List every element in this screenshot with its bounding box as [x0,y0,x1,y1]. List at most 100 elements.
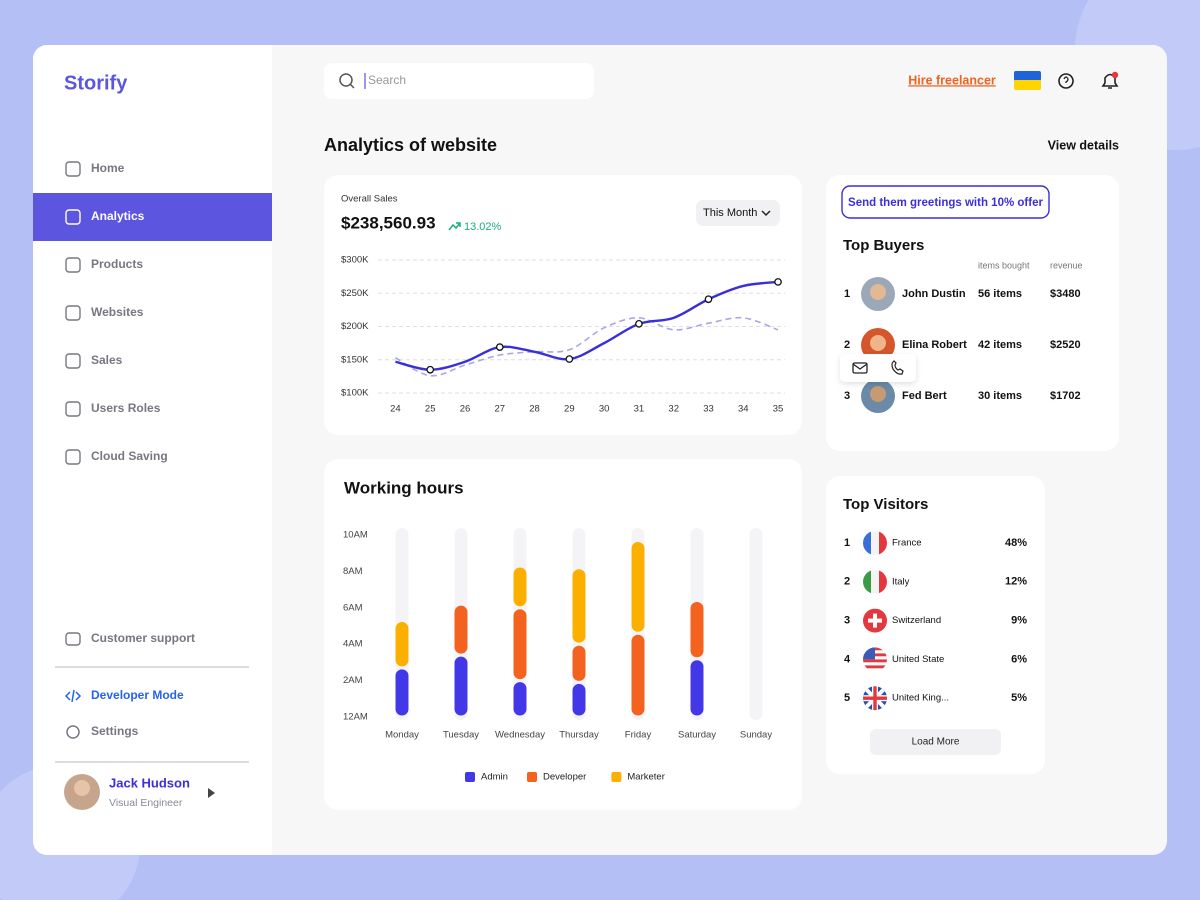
search-box[interactable] [324,63,594,99]
hire-link[interactable]: Hire freelancer [908,73,996,87]
flag [863,569,887,594]
load-more-button[interactable] [870,729,1001,755]
bar-segment [454,605,468,654]
visitors-title: Top Visitors [843,496,928,513]
brand: Storify [64,72,128,94]
mail-icon[interactable] [852,362,868,374]
view-details[interactable]: View details [1048,138,1119,152]
user-menu-arrow[interactable] [208,788,215,798]
legend-swatch [611,772,622,782]
nav-item[interactable]: Sales [91,353,123,367]
visitor-rank: 2 [844,576,850,588]
flag-part [863,569,871,594]
flag-part [863,665,887,669]
buyer-items: 30 items [978,390,1022,402]
flag-part [871,569,879,594]
flag-part [863,668,887,672]
sales-line [395,316,779,377]
legend-label: Developer [543,772,586,783]
bar-segment [690,660,704,716]
x-tick-label: 26 [460,404,471,415]
buyer-revenue: $1702 [1050,390,1081,402]
x-tick-label: 24 [390,404,401,415]
nav-icon [65,305,81,321]
buyers-title: Top Buyers [843,237,924,254]
flag-part [879,531,887,555]
buyer-revenue: $2520 [1050,339,1081,351]
nav-icon [65,161,81,177]
visitor-country: France [892,538,922,549]
nav-item[interactable]: Websites [91,305,144,319]
contact-popup [840,354,916,382]
bar-segment [454,656,468,716]
buyer-avatar-face [870,335,886,351]
y-tick-label: 10AM [343,530,368,541]
flag [863,647,887,672]
y-tick-label: 12AM [343,712,368,723]
flag-part [868,618,882,623]
bar-segment [572,645,586,681]
help-icon[interactable] [1058,73,1074,89]
sales-total: $238,560.93 [341,213,436,232]
bar-segment [395,622,409,667]
bar-segment [631,541,645,632]
x-tick-label: Wednesday [495,730,545,741]
search-icon [339,73,353,87]
visitor-share: 9% [1011,615,1027,627]
nav-icon [65,449,81,465]
line-point [565,355,574,363]
nav-item[interactable]: Users Roles [91,401,161,415]
bar-segment [513,609,527,680]
nav-active-bg [33,193,272,241]
search-placeholder: Search [368,73,406,87]
buyer-name: Fed Bert [902,390,947,402]
buyer-name: John Dustin [902,288,966,300]
help-icon-mark [1063,76,1069,83]
buyer-rank: 1 [844,288,850,300]
legend-swatch [465,772,475,782]
page-title: Analytics of website [324,135,497,155]
x-tick-label: Monday [385,730,419,741]
nav-item[interactable]: Cloud Saving [91,449,168,463]
nav-icon [65,353,81,369]
nav-support[interactable]: Customer support [91,631,195,645]
bell-icon[interactable] [1101,73,1119,89]
search-icon [349,83,355,89]
nav-developer-mode[interactable]: Developer Mode [91,688,184,702]
visitor-rank: 1 [844,537,850,549]
y-tick-label: $200K [341,321,369,332]
x-tick-label: 25 [425,404,436,415]
nav-settings[interactable]: Settings [91,724,139,738]
y-tick-label: 8AM [343,566,363,577]
x-tick-label: Thursday [559,730,599,741]
dropdown-chevron [761,210,771,217]
nav-item[interactable]: Analytics [91,209,145,223]
support-icon [65,632,81,646]
x-tick-label: 29 [564,404,575,415]
buyer-items: 56 items [978,288,1022,300]
nav-icon [65,257,81,273]
visitor-country: Italy [892,576,910,587]
visitor-share: 6% [1011,653,1027,665]
greeting-button-label: Send them greetings with 10% offer [848,197,1043,209]
legend-swatch [527,772,537,782]
period-dropdown[interactable] [696,200,780,226]
legend-label: Admin [481,772,508,783]
legend-label: Marketer [627,772,664,783]
column-header: revenue [1050,260,1083,270]
bar-segment [513,682,527,716]
x-tick-label: 28 [529,404,540,415]
period-label: This Month [703,207,757,219]
buyer-revenue: $3480 [1050,288,1081,300]
flag [863,608,887,633]
greeting-button[interactable] [841,185,1050,219]
trend-icon [448,222,461,231]
flag-part [863,659,887,663]
visitor-share: 12% [1005,576,1027,588]
x-tick-label: 31 [634,404,645,415]
nav-item[interactable]: Home [91,161,125,175]
nav-item[interactable]: Products [91,257,143,271]
phone-icon[interactable] [891,360,904,375]
flag-part [879,569,887,594]
y-tick-label: $250K [341,288,369,299]
